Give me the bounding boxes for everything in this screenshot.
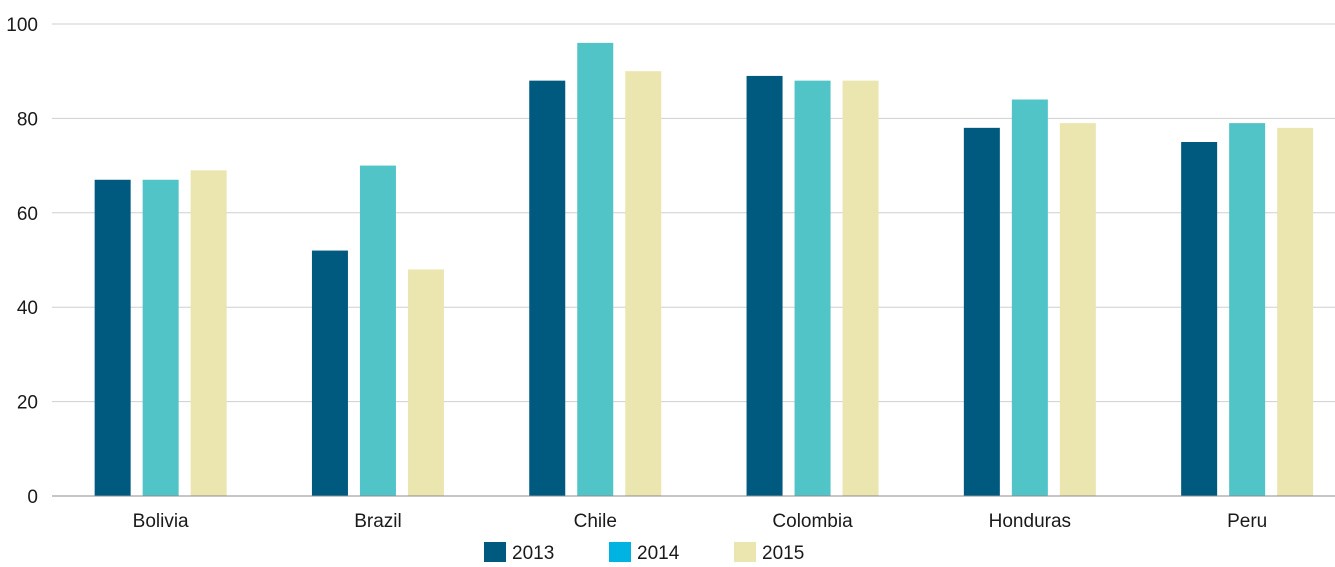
legend-item-2013: 2013 xyxy=(484,542,554,564)
x-category-label: Peru xyxy=(1227,511,1267,532)
y-tick-label: 20 xyxy=(17,393,38,414)
bar-bolivia-2014 xyxy=(142,179,179,496)
bar-colombia-2014 xyxy=(794,80,831,496)
y-tick-label: 0 xyxy=(27,487,38,508)
bar-chile-2013 xyxy=(529,80,566,496)
legend-swatch xyxy=(609,542,631,564)
legend-label: 2014 xyxy=(637,543,680,562)
bar-brazil-2014 xyxy=(359,165,396,496)
bars xyxy=(94,42,1314,497)
legend: 2013 2014 2015 xyxy=(484,542,804,564)
bar-peru-2013 xyxy=(1181,142,1218,496)
legend-swatch xyxy=(734,542,756,564)
legend-label: 2013 xyxy=(512,543,554,562)
legend-label: 2015 xyxy=(762,543,804,562)
bar-chile-2015 xyxy=(625,71,662,496)
bar-peru-2014 xyxy=(1229,123,1266,497)
legend-swatch xyxy=(484,542,506,564)
bar-honduras-2013 xyxy=(963,127,1000,496)
bar-colombia-2015 xyxy=(842,80,879,496)
bar-colombia-2013 xyxy=(746,75,783,497)
gridlines xyxy=(52,23,1335,403)
y-tick-label: 100 xyxy=(6,15,38,36)
bar-honduras-2015 xyxy=(1059,123,1096,497)
y-tick-label: 60 xyxy=(17,204,38,225)
y-tick-label: 40 xyxy=(17,298,38,319)
y-axis-ticks: 0 20 40 60 80 100 xyxy=(6,15,38,508)
x-category-label: Bolivia xyxy=(133,511,189,532)
x-category-label: Honduras xyxy=(989,511,1071,532)
legend-item-2015: 2015 xyxy=(734,542,804,564)
x-category-label: Colombia xyxy=(772,511,853,532)
bar-chile-2014 xyxy=(577,42,614,496)
x-axis-labels: Bolivia Brazil Chile Colombia Honduras Peru xyxy=(133,511,1268,532)
bar-peru-2015 xyxy=(1277,127,1314,496)
bar-honduras-2014 xyxy=(1011,99,1048,497)
bar-brazil-2013 xyxy=(311,250,348,496)
x-category-label: Chile xyxy=(574,511,617,532)
x-category-label: Brazil xyxy=(354,511,402,532)
bar-bolivia-2015 xyxy=(190,170,227,496)
y-tick-label: 80 xyxy=(17,109,38,130)
bar-bolivia-2013 xyxy=(94,179,131,496)
legend-item-2014: 2014 xyxy=(609,542,680,564)
bar-brazil-2015 xyxy=(407,269,444,496)
